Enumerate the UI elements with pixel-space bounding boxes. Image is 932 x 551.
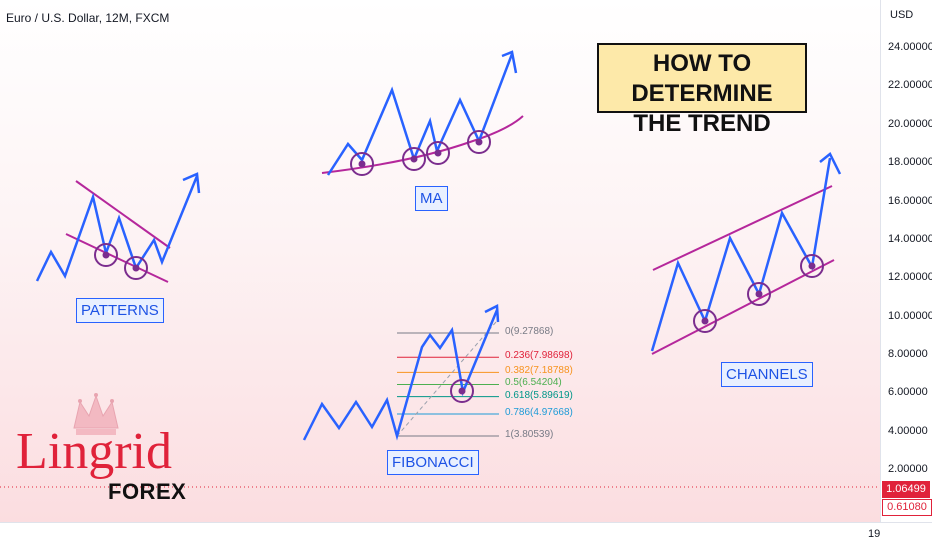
channel-circle-1	[693, 309, 717, 333]
ma-label: MA	[415, 186, 448, 211]
price-tick: 2.00000	[888, 463, 928, 476]
axis-unit: USD	[890, 9, 914, 21]
fib-price-line	[302, 309, 499, 441]
pattern-price-line	[35, 175, 199, 282]
logo-sub: FOREX	[108, 479, 187, 504]
fib-level-label: 0.382(7.18788)	[505, 365, 573, 377]
symbol-title: Euro / U.S. Dollar, 12M, FXCM	[6, 11, 170, 25]
ma-circle-4	[467, 130, 491, 154]
fib-arrowhead	[484, 304, 500, 323]
ma-circle-2	[402, 147, 426, 171]
pattern-circle-2	[124, 256, 148, 280]
ma-dot-4	[475, 138, 483, 146]
price-tick: 14.00000	[888, 232, 932, 245]
time-tick: 19	[868, 528, 881, 540]
channel-dot-3	[808, 262, 816, 270]
ma-drawing	[321, 50, 524, 176]
headline-line-1: HOW TO DETERMINE	[631, 50, 773, 107]
price-axis[interactable]	[880, 0, 932, 522]
ma-circle-1	[350, 152, 374, 176]
price-tick: 6.00000	[888, 386, 928, 399]
price-tick: 22.00000	[888, 79, 932, 92]
channel-circle-3	[800, 254, 824, 278]
channels-drawing	[650, 152, 842, 355]
logo-brand: Lingrid	[16, 423, 172, 480]
price-tick: 8.00000	[888, 348, 928, 361]
ma-dot-3	[434, 149, 442, 157]
ma-price-line	[326, 53, 514, 176]
crown-icon	[73, 393, 119, 435]
ma-dot-2	[410, 155, 418, 163]
channels-label: CHANNELS	[721, 362, 813, 387]
ma-arrowhead	[501, 50, 518, 74]
fib-level-label: 0.236(7.98698)	[505, 350, 573, 362]
pattern-arrowhead	[182, 172, 201, 194]
fib-level-label: 0.786(4.97668)	[505, 406, 573, 418]
fib-circle	[450, 379, 474, 403]
time-axis[interactable]	[0, 522, 932, 551]
price-tick: 12.00000	[888, 271, 932, 284]
fib-level-label: 0.618(5.89619)	[505, 389, 573, 401]
price-tick: 10.00000	[888, 309, 932, 322]
fib-level-label: 1(3.80539)	[505, 429, 554, 440]
channel-price-line	[650, 157, 832, 352]
price-tick: 20.00000	[888, 117, 932, 130]
ma-dot-1	[358, 160, 366, 168]
fibonacci-drawing	[302, 304, 500, 441]
channel-upper-line	[652, 185, 833, 271]
channel-dot-2	[755, 290, 763, 298]
fib-level-label: 0.5(6.54204)	[505, 377, 562, 389]
patterns-drawing	[35, 172, 201, 283]
secondary-price-badge: 0.61080	[882, 499, 932, 516]
price-tick: 16.00000	[888, 194, 932, 207]
pattern-dot-1	[102, 251, 110, 259]
price-tick: 4.00000	[888, 424, 928, 437]
pattern-upper-trendline	[75, 180, 171, 249]
ma-circle-3	[426, 141, 450, 165]
channel-circle-2	[747, 282, 771, 306]
patterns-label: PATTERNS	[76, 298, 164, 323]
price-tick: 24.00000	[888, 40, 932, 53]
current-price-badge: 1.06499	[882, 481, 930, 498]
pattern-circle-1	[94, 243, 118, 267]
fibonacci-label: FIBONACCI	[387, 450, 479, 475]
headline-line-2: THE TREND	[633, 110, 771, 137]
channel-lower-line	[651, 259, 835, 355]
channel-dot-1	[701, 317, 709, 325]
channel-arrowhead	[819, 152, 842, 175]
fib-level-label: 0(9.27868)	[505, 326, 554, 337]
drawing-canvas	[0, 50, 880, 488]
headline-box: HOW TO DETERMINE THE TREND	[597, 43, 807, 137]
price-tick: 18.00000	[888, 156, 932, 169]
fib-dot	[458, 387, 466, 395]
pattern-dot-2	[132, 264, 140, 272]
